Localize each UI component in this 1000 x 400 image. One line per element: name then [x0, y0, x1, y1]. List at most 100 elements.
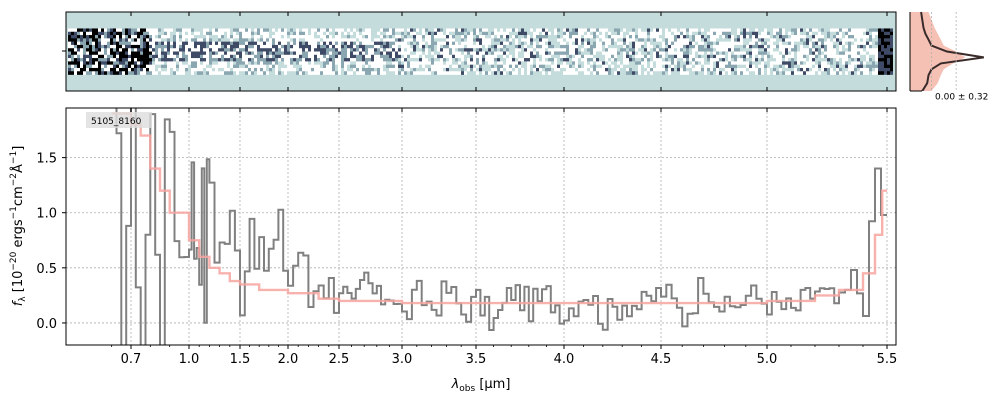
heatmap-cell	[428, 71, 431, 75]
heatmap-cell	[731, 58, 734, 62]
heatmap-cell	[449, 31, 452, 36]
heatmap-cell	[788, 31, 791, 36]
heatmap-cell	[116, 31, 119, 36]
heatmap-cell	[809, 31, 812, 36]
heatmap-cell	[632, 54, 635, 59]
heatmap-cell	[203, 64, 206, 69]
heatmap-cell	[731, 48, 734, 52]
heatmap-cell	[395, 67, 398, 72]
heatmap-cell	[833, 28, 836, 33]
heatmap-cell	[269, 54, 272, 59]
heatmap-cell	[530, 51, 533, 56]
heatmap-cell	[89, 48, 92, 52]
heatmap-cell	[350, 64, 353, 69]
heatmap-cell	[323, 41, 326, 46]
heatmap-cell	[200, 35, 203, 39]
heatmap-cell	[299, 64, 302, 69]
heatmap-cell	[95, 28, 98, 33]
heatmap-cell	[767, 58, 770, 62]
heatmap-cell	[269, 44, 272, 49]
heatmap-cell	[731, 64, 734, 69]
heatmap-cell	[158, 58, 161, 62]
heatmap-cell	[464, 54, 467, 59]
heatmap-cell	[692, 48, 695, 52]
heatmap-cell	[638, 48, 641, 52]
heatmap-cell	[485, 58, 488, 62]
heatmap-cell	[455, 61, 458, 65]
heatmap-cell	[623, 44, 626, 49]
heatmap-cell	[404, 51, 407, 56]
heatmap-cell	[758, 41, 761, 46]
heatmap-cell	[782, 54, 785, 59]
heatmap-cell	[230, 41, 233, 46]
heatmap-cell	[608, 51, 611, 56]
heatmap-cell	[407, 58, 410, 62]
heatmap-cell	[866, 44, 869, 49]
heatmap-cell	[188, 67, 191, 72]
heatmap-cell	[272, 38, 275, 42]
heatmap-cell	[218, 35, 221, 39]
heatmap-cell	[818, 51, 821, 56]
heatmap-cell	[524, 67, 527, 72]
heatmap-cell	[491, 54, 494, 59]
heatmap-cell	[593, 41, 596, 46]
heatmap-cell	[641, 51, 644, 56]
heatmap-cell	[782, 58, 785, 62]
heatmap-cell	[740, 67, 743, 72]
heatmap-cell	[848, 58, 851, 62]
heatmap-cell	[863, 35, 866, 39]
heatmap-cell	[383, 67, 386, 72]
heatmap-cell	[743, 64, 746, 69]
heatmap-cell	[89, 31, 92, 36]
heatmap-cell	[431, 31, 434, 36]
heatmap-cell	[263, 61, 266, 65]
heatmap-cell	[239, 48, 242, 52]
heatmap-cell	[362, 61, 365, 65]
heatmap-cell	[176, 61, 179, 65]
heatmap-cell	[278, 48, 281, 52]
heatmap-cell	[830, 71, 833, 75]
heatmap-cell	[518, 64, 521, 69]
heatmap-cell	[827, 61, 830, 65]
heatmap-cell	[374, 54, 377, 59]
heatmap-cell	[680, 41, 683, 46]
heatmap-cell	[92, 48, 95, 52]
heatmap-cell	[617, 58, 620, 62]
heatmap-cell	[404, 61, 407, 65]
heatmap-cell	[506, 58, 509, 62]
heatmap-cell	[479, 71, 482, 75]
heatmap-cell	[614, 58, 617, 62]
heatmap-cell	[692, 44, 695, 49]
heatmap-cell	[854, 48, 857, 52]
heatmap-cell	[524, 35, 527, 39]
heatmap-cell	[74, 71, 77, 75]
heatmap-cell	[341, 35, 344, 39]
heatmap-cell	[521, 58, 524, 62]
heatmap-cell	[194, 28, 197, 33]
heatmap-cell	[197, 48, 200, 52]
heatmap-cell	[884, 31, 887, 36]
heatmap-cell	[377, 54, 380, 59]
heatmap-cell	[398, 61, 401, 65]
heatmap-cell	[464, 31, 467, 36]
heatmap-cell	[134, 28, 137, 33]
heatmap-cell	[599, 28, 602, 33]
heatmap-cell	[437, 31, 440, 36]
heatmap-cell	[395, 41, 398, 46]
heatmap-cell	[134, 31, 137, 36]
heatmap-cell	[323, 67, 326, 72]
heatmap-cell	[386, 67, 389, 72]
heatmap-cell	[305, 35, 308, 39]
heatmap-cell	[320, 58, 323, 62]
heatmap-cell	[698, 61, 701, 65]
heatmap-cell	[800, 38, 803, 42]
heatmap-cell	[278, 38, 281, 42]
heatmap-cell	[101, 38, 104, 42]
heatmap-cell	[536, 28, 539, 33]
heatmap-cell	[212, 67, 215, 72]
heatmap-cell	[344, 54, 347, 59]
heatmap-cell	[695, 31, 698, 36]
heatmap-cell	[536, 35, 539, 39]
heatmap-cell	[392, 31, 395, 36]
heatmap-cell	[578, 51, 581, 56]
